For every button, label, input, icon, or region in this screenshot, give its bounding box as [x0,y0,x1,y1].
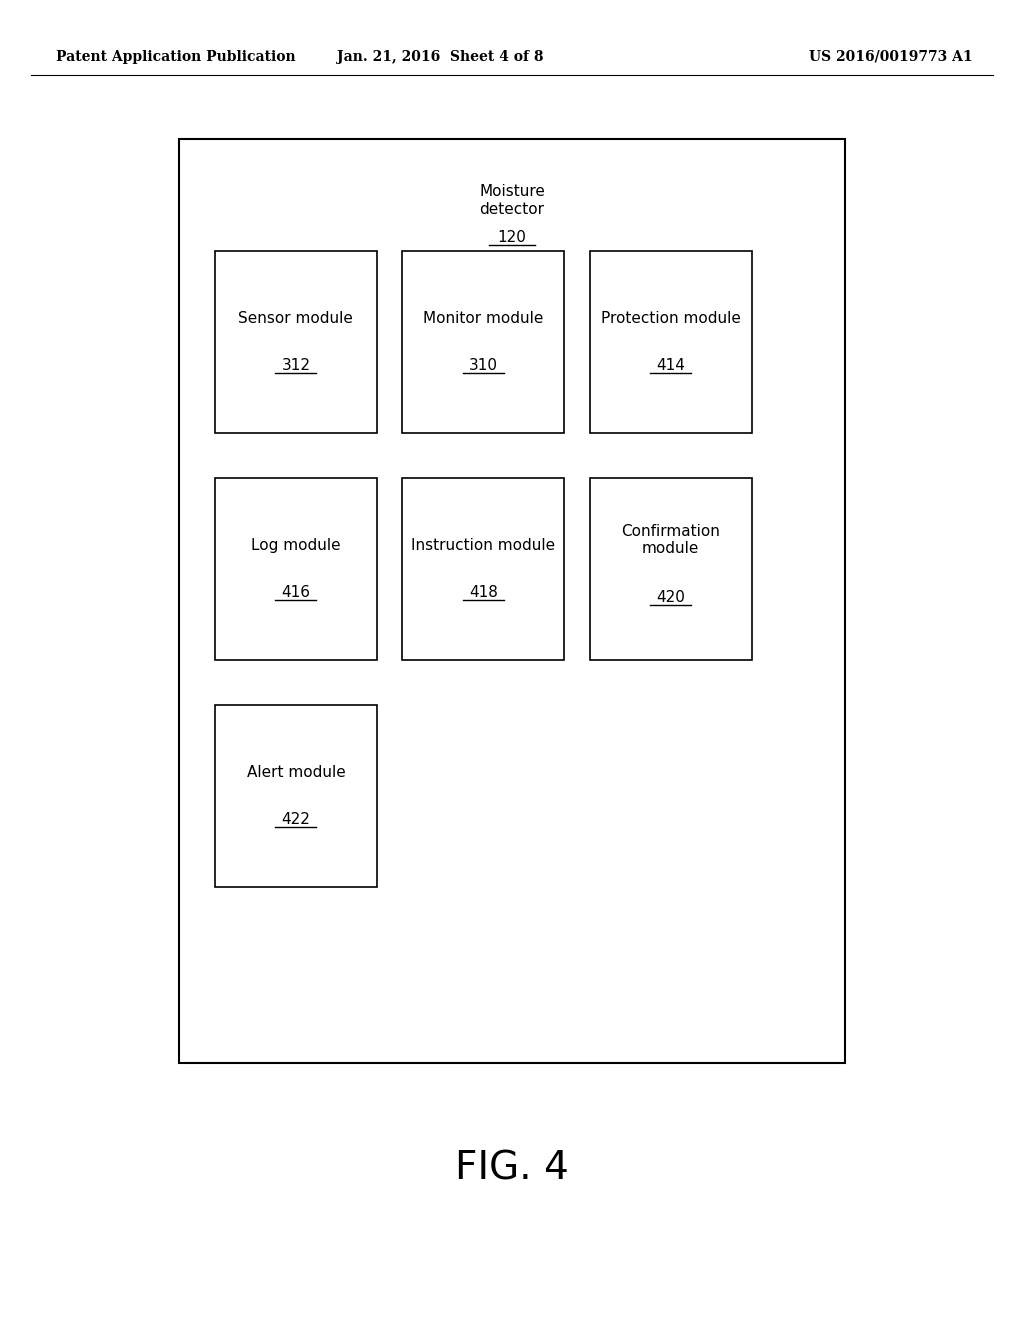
Bar [402,478,564,660]
Text: 422: 422 [282,812,310,828]
Text: Patent Application Publication: Patent Application Publication [56,50,296,63]
Text: Alert module: Alert module [247,764,345,780]
Text: US 2016/0019773 A1: US 2016/0019773 A1 [809,50,973,63]
Text: Log module: Log module [251,537,341,553]
Text: 312: 312 [282,358,310,374]
Text: Instruction module: Instruction module [412,537,555,553]
Text: Moisture
detector: Moisture detector [479,185,545,216]
Text: Confirmation
module: Confirmation module [622,524,720,556]
Text: 414: 414 [656,358,685,374]
Text: FIG. 4: FIG. 4 [455,1150,569,1187]
Bar [215,705,377,887]
Text: Sensor module: Sensor module [239,310,353,326]
Bar [590,478,752,660]
Text: Jan. 21, 2016  Sheet 4 of 8: Jan. 21, 2016 Sheet 4 of 8 [337,50,544,63]
Text: 120: 120 [498,230,526,246]
Bar [179,139,845,1063]
Text: Protection module: Protection module [601,310,740,326]
Bar [590,251,752,433]
Bar [215,251,377,433]
Text: 416: 416 [282,585,310,601]
Text: Monitor module: Monitor module [423,310,544,326]
Text: 420: 420 [656,590,685,606]
Bar [215,478,377,660]
Text: 310: 310 [469,358,498,374]
Text: 418: 418 [469,585,498,601]
Bar [402,251,564,433]
